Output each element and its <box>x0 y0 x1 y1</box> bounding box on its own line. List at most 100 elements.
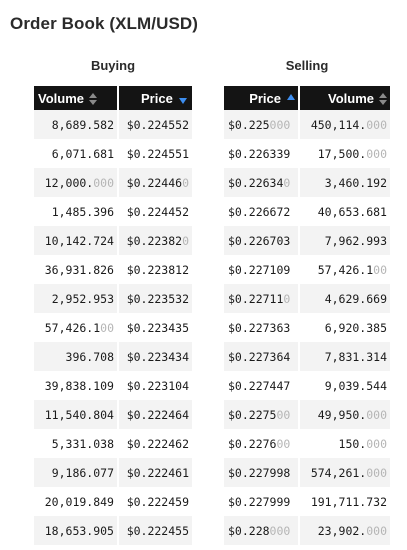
table-row[interactable]: 8,689.582 $0.224552 <box>34 110 192 139</box>
pad-digits: 000 <box>93 175 114 190</box>
pad-digits: 000 <box>269 523 291 538</box>
pad-digits: 000 <box>366 146 387 161</box>
table-row[interactable]: $0.227998 574,261.000 <box>224 458 390 487</box>
table-row[interactable]: $0.227600 150.000 <box>224 429 390 458</box>
table-row[interactable]: $0.227999 191,711.732 <box>224 487 390 516</box>
table-row[interactable]: $0.226703 7,962.993 <box>224 226 390 255</box>
buying-volume-cell: 39,838.109 <box>34 371 117 400</box>
table-row[interactable]: $0.226340 3,460.192 <box>224 168 390 197</box>
selling-volume-cell: 7,962.993 <box>298 226 390 255</box>
table-row[interactable]: 57,426.100 $0.223435 <box>34 313 192 342</box>
buying-volume-cell: 8,689.582 <box>34 110 117 139</box>
buying-price-header[interactable]: Price <box>117 86 192 110</box>
buying-panel: Buying Volume Price 8,689.582 $0.224552 6,… <box>34 56 192 545</box>
selling-volume-header[interactable]: Volume <box>298 86 390 110</box>
buying-price-cell: $0.224452 <box>117 197 192 226</box>
selling-volume-cell: 191,711.732 <box>298 487 390 516</box>
buying-volume-cell: 20,019.849 <box>34 487 117 516</box>
buying-price-cell: $0.223820 <box>117 226 192 255</box>
buying-label: Buying <box>90 58 136 73</box>
sort-up-icon <box>287 94 295 101</box>
selling-volume-cell: 40,653.681 <box>298 197 390 226</box>
table-row[interactable]: 10,142.724 $0.223820 <box>34 226 192 255</box>
buying-volume-cell: 6,071.681 <box>34 139 117 168</box>
table-row[interactable]: $0.227447 9,039.544 <box>224 371 390 400</box>
pad-digits: 00 <box>100 320 114 335</box>
buying-price-cell: $0.224552 <box>117 110 192 139</box>
selling-volume-cell: 17,500.000 <box>298 139 390 168</box>
buying-rows: 8,689.582 $0.224552 6,071.681 $0.224551 12,0… <box>34 110 192 545</box>
selling-label: Selling <box>285 58 329 73</box>
table-row[interactable]: 9,186.077 $0.222461 <box>34 458 192 487</box>
table-row[interactable]: $0.227500 49,950.000 <box>224 400 390 429</box>
table-row[interactable]: 396.708 $0.223434 <box>34 342 192 371</box>
selling-panel: Selling Price Volume $0.225000 450,114.00… <box>224 56 390 545</box>
buying-volume-cell: 5,331.038 <box>34 429 117 458</box>
pad-digits: 000 <box>366 523 387 538</box>
selling-price-cell: $0.226703 <box>224 226 298 255</box>
buying-volume-cell: 12,000.000 <box>34 168 117 197</box>
table-row[interactable]: $0.228000 23,902.000 <box>224 516 390 545</box>
selling-volume-cell: 6,920.385 <box>298 313 390 342</box>
selling-volume-cell: 9,039.544 <box>298 371 390 400</box>
table-row[interactable]: 1,485.396 $0.224452 <box>34 197 192 226</box>
buying-price-header-label: Price <box>141 90 173 106</box>
selling-price-cell: $0.227500 <box>224 400 298 429</box>
table-row[interactable]: $0.227363 6,920.385 <box>224 313 390 342</box>
pad-digits: 000 <box>366 117 387 132</box>
selling-volume-cell: 4,629.669 <box>298 284 390 313</box>
selling-price-cell: $0.227998 <box>224 458 298 487</box>
table-row[interactable]: $0.225000 450,114.000 <box>224 110 390 139</box>
selling-price-header[interactable]: Price <box>224 86 298 110</box>
selling-price-cell: $0.225000 <box>224 110 298 139</box>
selling-price-cell: $0.227363 <box>224 313 298 342</box>
pad-digits: 0 <box>283 175 291 190</box>
table-row[interactable]: 36,931.826 $0.223812 <box>34 255 192 284</box>
table-row[interactable]: 11,540.804 $0.222464 <box>34 400 192 429</box>
selling-price-cell: $0.227600 <box>224 429 298 458</box>
buying-table: Volume Price 8,689.582 $0.224552 6,071.681… <box>34 86 192 545</box>
selling-price-cell: $0.227109 <box>224 255 298 284</box>
selling-volume-cell: 150.000 <box>298 429 390 458</box>
selling-price-cell: $0.227447 <box>224 371 298 400</box>
selling-rows: $0.225000 450,114.000 $0.226339 17,500.000 $… <box>224 110 390 545</box>
table-row[interactable]: 20,019.849 $0.222459 <box>34 487 192 516</box>
selling-table: Price Volume $0.225000 450,114.000 $0.2263… <box>224 86 390 545</box>
table-row[interactable]: $0.226339 17,500.000 <box>224 139 390 168</box>
selling-volume-cell: 574,261.000 <box>298 458 390 487</box>
table-row[interactable]: $0.227109 57,426.100 <box>224 255 390 284</box>
buying-price-cell: $0.222459 <box>117 487 192 516</box>
buying-volume-header[interactable]: Volume <box>34 86 117 110</box>
table-row[interactable]: $0.226672 40,653.681 <box>224 197 390 226</box>
table-row[interactable]: 5,331.038 $0.222462 <box>34 429 192 458</box>
table-row[interactable]: $0.227110 4,629.669 <box>224 284 390 313</box>
pad-digits: 00 <box>373 262 387 277</box>
selling-price-cell: $0.226672 <box>224 197 298 226</box>
table-row[interactable]: $0.227364 7,831.314 <box>224 342 390 371</box>
selling-volume-cell: 7,831.314 <box>298 342 390 371</box>
buying-price-cell: $0.222464 <box>117 400 192 429</box>
buying-volume-cell: 10,142.724 <box>34 226 117 255</box>
selling-volume-cell: 3,460.192 <box>298 168 390 197</box>
pad-digits: 0 <box>283 291 291 306</box>
table-row[interactable]: 18,653.905 $0.222455 <box>34 516 192 545</box>
selling-price-cell: $0.227364 <box>224 342 298 371</box>
pad-digits: 000 <box>366 407 387 422</box>
selling-volume-cell: 57,426.100 <box>298 255 390 284</box>
buying-volume-cell: 9,186.077 <box>34 458 117 487</box>
pad-digits: 000 <box>269 117 291 132</box>
table-row[interactable]: 2,952.953 $0.223532 <box>34 284 192 313</box>
table-row[interactable]: 6,071.681 $0.224551 <box>34 139 192 168</box>
table-row[interactable]: 12,000.000 $0.224460 <box>34 168 192 197</box>
selling-volume-cell: 49,950.000 <box>298 400 390 429</box>
selling-volume-header-label: Volume <box>328 90 374 106</box>
buying-price-cell: $0.222455 <box>117 516 192 545</box>
buying-price-cell: $0.222462 <box>117 429 192 458</box>
pad-digits: 0 <box>182 175 189 190</box>
selling-price-cell: $0.227110 <box>224 284 298 313</box>
buying-price-cell: $0.224460 <box>117 168 192 197</box>
selling-price-cell: $0.227999 <box>224 487 298 516</box>
table-row[interactable]: 39,838.109 $0.223104 <box>34 371 192 400</box>
buying-volume-cell: 57,426.100 <box>34 313 117 342</box>
sort-both-icon <box>379 93 387 106</box>
